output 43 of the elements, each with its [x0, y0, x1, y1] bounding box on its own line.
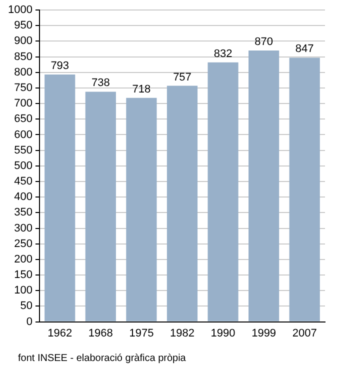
y-tick-label: 950 — [14, 20, 32, 32]
y-tick-label: 700 — [14, 98, 32, 110]
bar — [208, 62, 238, 322]
y-tick-label: 550 — [14, 144, 32, 156]
y-tick-label: 350 — [14, 206, 32, 219]
y-tick-label: 450 — [14, 176, 32, 188]
y-tick-label: 900 — [14, 35, 32, 48]
x-tick-label: 1962 — [48, 327, 72, 340]
y-tick-label: 50 — [20, 300, 32, 312]
bar — [44, 74, 76, 322]
bar — [85, 92, 116, 322]
text: font INSEE - elaboració gràfica pròpia — [18, 353, 186, 364]
data-label: 757 — [173, 71, 192, 84]
y-tick-label: 600 — [14, 128, 32, 141]
data-label: 793 — [50, 60, 70, 72]
data-label: 832 — [214, 48, 232, 60]
x-tick-label: 1990 — [210, 327, 236, 340]
y-tick-label: 750 — [14, 82, 32, 94]
y-tick-label: 1000 — [8, 4, 32, 16]
data-label: 847 — [295, 43, 314, 56]
y-tick-label: 250 — [14, 238, 32, 250]
bar — [248, 50, 280, 322]
bar — [166, 86, 198, 322]
y-tick-label: 800 — [14, 66, 32, 78]
x-tick-label: 1999 — [252, 327, 276, 340]
y-tick-label: 0 — [26, 316, 32, 328]
data-label: 718 — [132, 83, 151, 96]
x-tick-label: 1968 — [88, 327, 113, 340]
bar — [126, 98, 157, 322]
bar — [289, 58, 320, 322]
y-tick-label: 850 — [14, 50, 32, 63]
y-tick-label: 400 — [14, 191, 32, 204]
x-tick-label: 1975 — [129, 327, 154, 340]
data-label: 870 — [254, 36, 273, 48]
x-tick-label: 1982 — [170, 327, 194, 340]
y-tick-label: 200 — [14, 253, 32, 266]
y-tick-label: 100 — [14, 284, 32, 297]
data-label: 738 — [91, 77, 110, 90]
y-tick-label: 500 — [14, 160, 32, 172]
x-tick-label: 2007 — [292, 327, 317, 340]
y-tick-label: 150 — [14, 269, 32, 282]
y-tick-label: 650 — [14, 113, 32, 126]
y-tick-label: 300 — [14, 222, 32, 234]
